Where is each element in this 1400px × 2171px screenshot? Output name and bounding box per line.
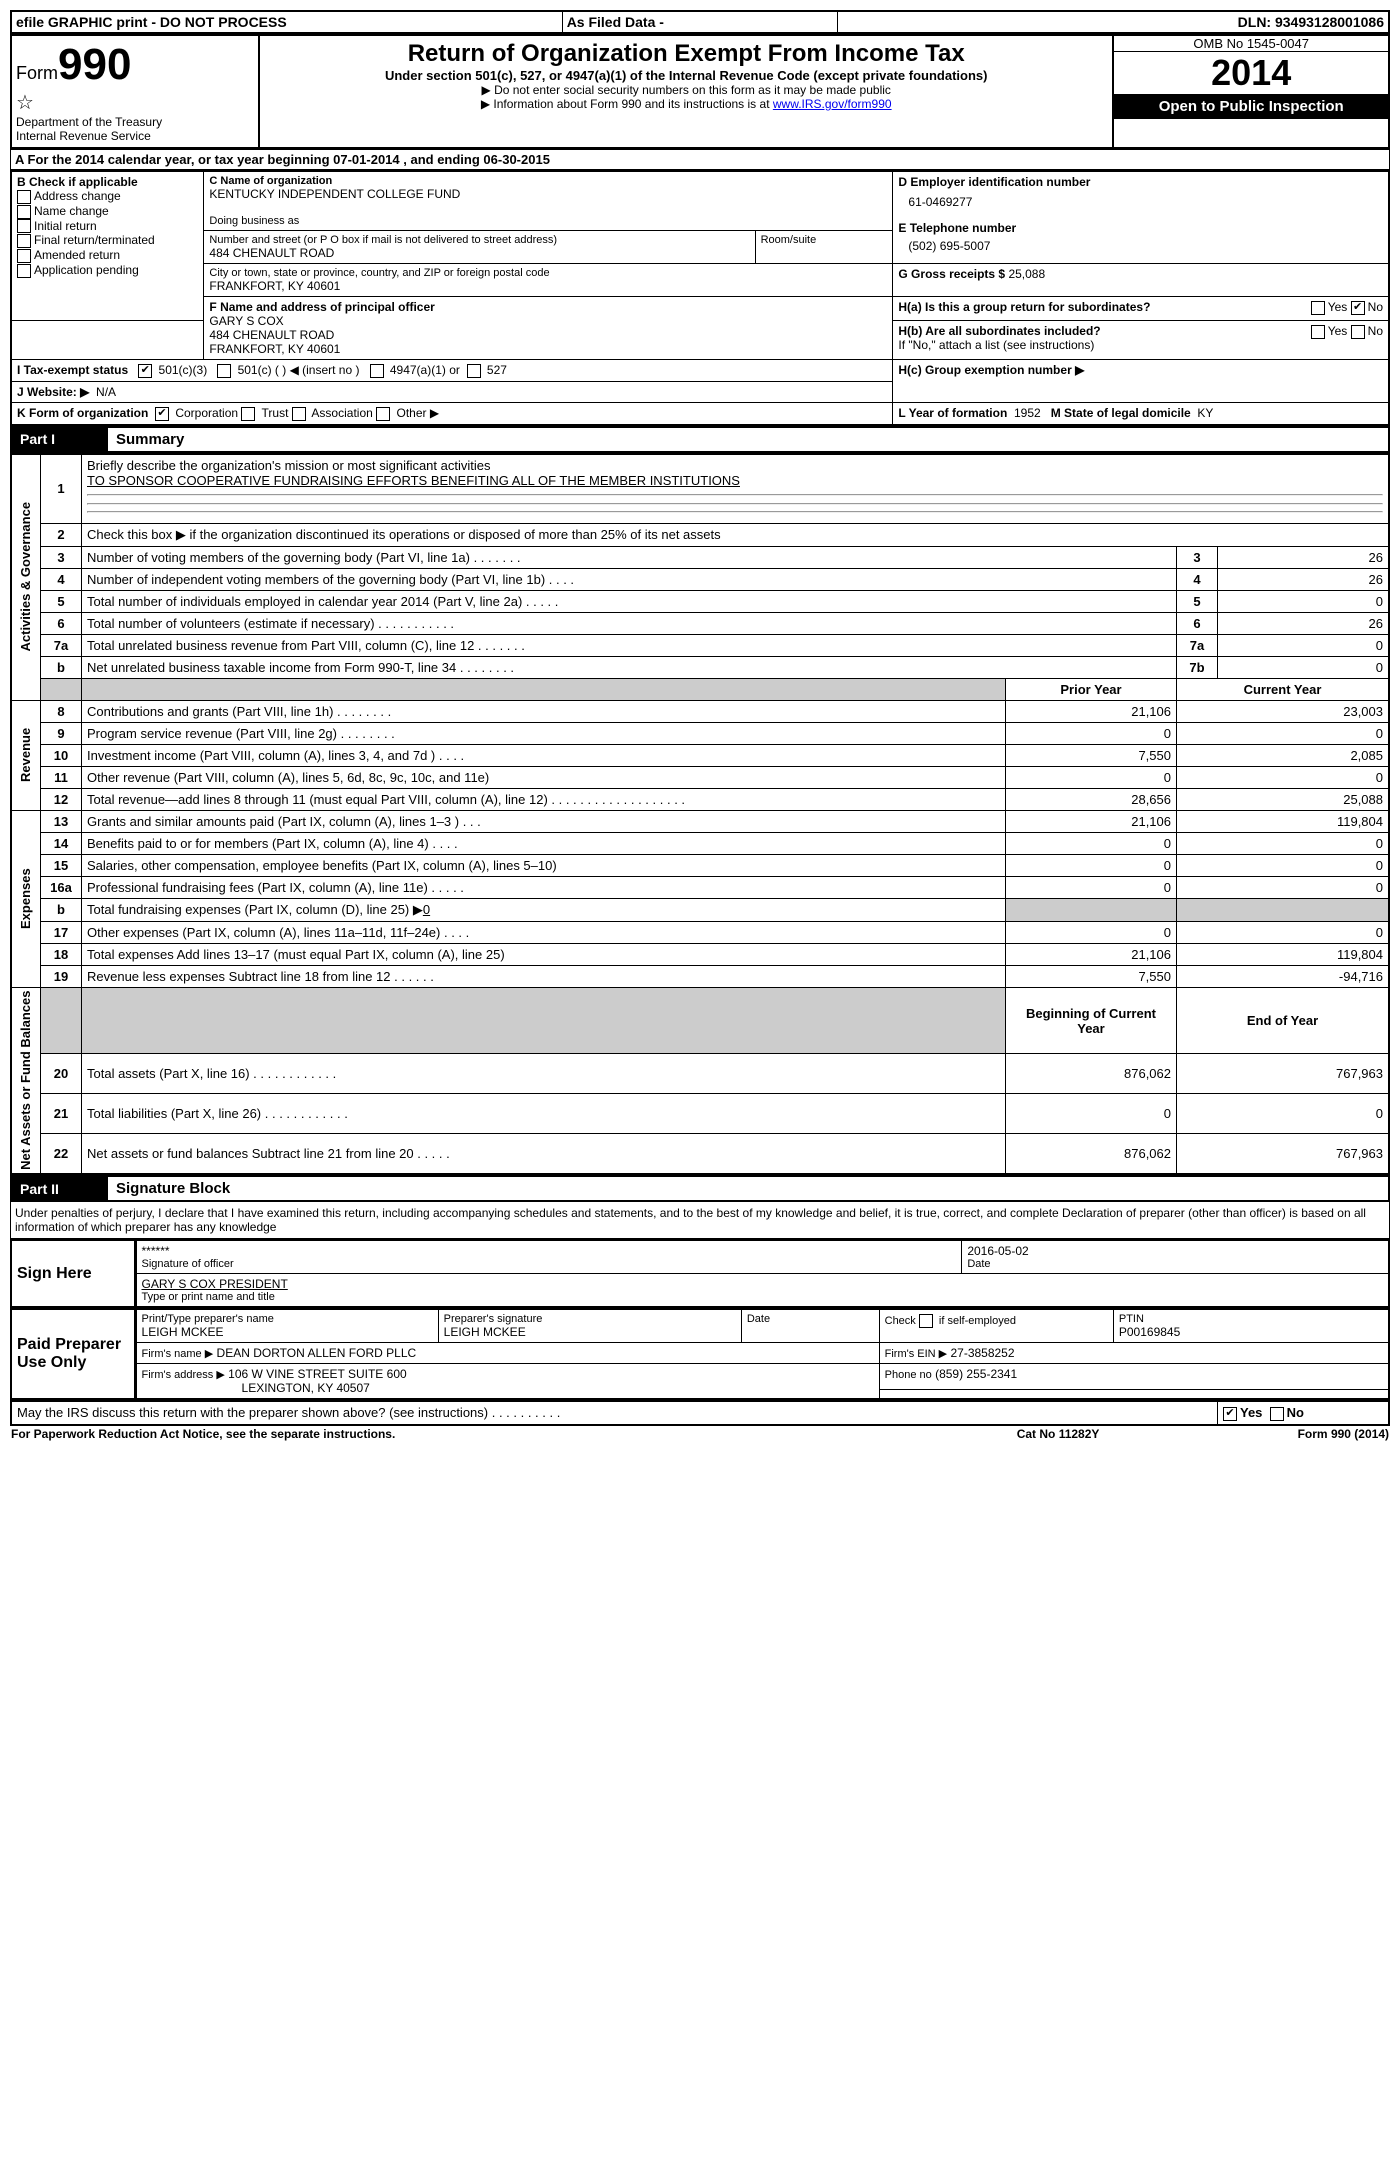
signature-block: Sign Here ****** Signature of officer 20… [10, 1239, 1390, 1308]
summary-table: Activities & Governance 1 Briefly descri… [10, 453, 1390, 1175]
info-grid: B Check if applicable Address change Nam… [10, 170, 1390, 426]
efile-header: efile GRAPHIC print - DO NOT PROCESS As … [10, 10, 1390, 34]
declaration: Under penalties of perjury, I declare th… [10, 1202, 1390, 1239]
efile-mid: As Filed Data - [562, 11, 838, 33]
main-title: Return of Organization Exempt From Incom… [264, 40, 1108, 68]
efile-left: efile GRAPHIC print - DO NOT PROCESS [11, 11, 562, 33]
efile-dln: DLN: 93493128001086 [838, 11, 1389, 33]
discuss-row: May the IRS discuss this return with the… [10, 1400, 1390, 1426]
part-ii-header: Part II Signature Block [10, 1175, 1390, 1202]
footer: For Paperwork Reduction Act Notice, see … [10, 1426, 1390, 1442]
form-header: Form990 ☆ Department of the Treasury Int… [10, 34, 1390, 149]
part-i-header: Part I Summary [10, 426, 1390, 453]
section-a: A For the 2014 calendar year, or tax yea… [10, 149, 1390, 170]
paid-preparer: Paid Preparer Use Only Print/Type prepar… [10, 1308, 1390, 1400]
